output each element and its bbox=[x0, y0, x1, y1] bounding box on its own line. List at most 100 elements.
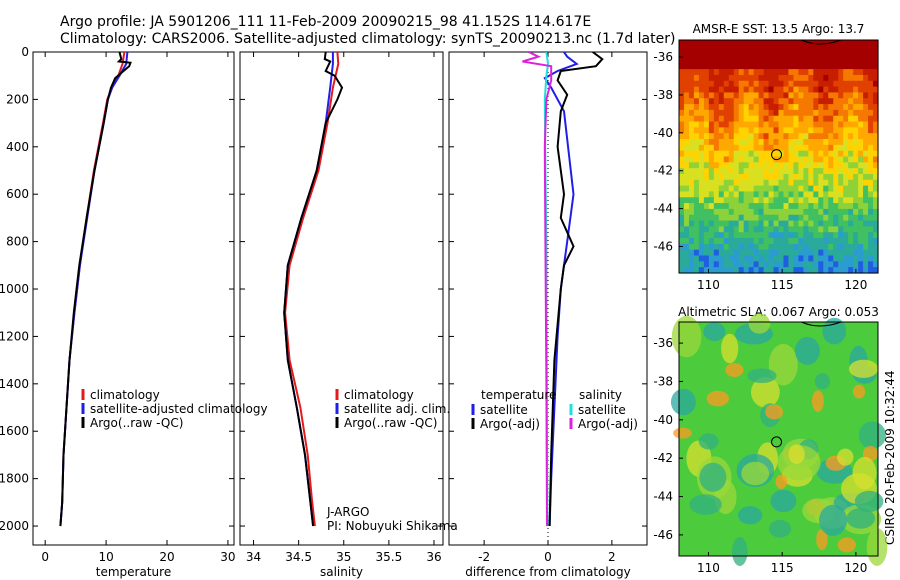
sst-cell bbox=[808, 80, 814, 88]
sst-cell bbox=[679, 214, 685, 222]
sst-cell bbox=[778, 162, 785, 169]
sst-cell bbox=[718, 162, 725, 169]
credit-jargo: J-ARGO bbox=[326, 505, 369, 519]
sst-cell bbox=[863, 185, 869, 193]
sst-cell bbox=[798, 197, 804, 204]
sst-cell bbox=[808, 238, 814, 245]
sst-cell bbox=[858, 109, 864, 117]
sst-cell bbox=[743, 226, 750, 233]
sst-cell bbox=[748, 104, 755, 111]
sst-cell bbox=[763, 173, 770, 181]
sst-cell bbox=[853, 243, 859, 251]
sst-cell bbox=[863, 121, 869, 128]
sst-cell bbox=[838, 51, 844, 59]
salinity-xtick-label: 34.5 bbox=[285, 550, 312, 564]
sst-cell bbox=[743, 173, 750, 181]
sst-cell bbox=[713, 150, 720, 158]
sst-cell bbox=[873, 109, 879, 117]
sst-cell bbox=[743, 80, 750, 88]
sst-cell bbox=[858, 261, 864, 268]
temperature-ytick-label: 2000 bbox=[0, 519, 29, 533]
sla-blob bbox=[748, 313, 771, 334]
sst-cell bbox=[688, 69, 695, 76]
sst-cell bbox=[773, 40, 780, 47]
sst-cell bbox=[813, 156, 819, 163]
sst-cell bbox=[743, 197, 750, 204]
sst-cell bbox=[828, 45, 834, 53]
sst-cell bbox=[783, 86, 790, 94]
sst-cell bbox=[753, 150, 760, 158]
sst-cell bbox=[813, 121, 819, 128]
sst-cell bbox=[858, 156, 864, 163]
sst-cell bbox=[828, 162, 834, 169]
sst-cell bbox=[863, 86, 869, 94]
sst-cell bbox=[688, 74, 695, 82]
sst-cell bbox=[843, 104, 849, 111]
sst-cell bbox=[753, 109, 760, 117]
sst-cell bbox=[723, 168, 730, 175]
sst-cell bbox=[738, 139, 745, 146]
sst-cell bbox=[823, 92, 829, 99]
sst-cell bbox=[833, 80, 839, 88]
sst-cell bbox=[853, 127, 859, 134]
sst-cell bbox=[703, 255, 710, 262]
sst-cell bbox=[808, 121, 814, 128]
sst-cell bbox=[778, 168, 785, 175]
sst-cell bbox=[863, 226, 869, 233]
sst-cell bbox=[868, 238, 874, 245]
sst-cell bbox=[708, 267, 715, 274]
sst-cell bbox=[723, 74, 730, 82]
sst-cell bbox=[873, 98, 879, 105]
sst-cell bbox=[838, 197, 844, 204]
sst-cell bbox=[708, 220, 715, 227]
sst-cell bbox=[708, 243, 715, 251]
sst-cell bbox=[858, 127, 864, 134]
sst-cell bbox=[728, 74, 735, 82]
sla-blob bbox=[698, 433, 719, 450]
sst-cell bbox=[748, 40, 755, 47]
sst-cell bbox=[703, 168, 710, 175]
sst-cell bbox=[773, 173, 780, 181]
salinity-panel: 34 34.5 35 35.5 36salinityclimatologysatelli… bbox=[239, 51, 450, 579]
sst-cell bbox=[708, 127, 715, 134]
sst-cell bbox=[838, 243, 844, 251]
sst-cell bbox=[708, 249, 715, 257]
sst-cell bbox=[863, 98, 869, 105]
sst-cell bbox=[783, 214, 790, 222]
sst-cell bbox=[808, 179, 814, 187]
sst-cell bbox=[838, 63, 844, 70]
sst-cell bbox=[873, 255, 879, 262]
sst-cell bbox=[693, 173, 700, 181]
sst-cell bbox=[688, 261, 695, 268]
sst-cell bbox=[753, 208, 760, 216]
sst-cell bbox=[798, 208, 804, 216]
sst-cell bbox=[823, 232, 829, 239]
sst-cell bbox=[773, 63, 780, 70]
sst-cell bbox=[868, 185, 874, 193]
sst-cell bbox=[833, 98, 839, 105]
sst-cell bbox=[713, 156, 720, 163]
sst-cell bbox=[773, 121, 780, 128]
sst-cell bbox=[743, 220, 750, 227]
sst-cell bbox=[818, 69, 824, 76]
sst-cell bbox=[748, 179, 755, 187]
sst-cell bbox=[743, 74, 750, 82]
sst-cell bbox=[843, 139, 849, 146]
sla-blob bbox=[765, 404, 783, 420]
sst-cell bbox=[803, 173, 809, 181]
sst-cell bbox=[823, 197, 829, 204]
sst-cell bbox=[858, 173, 864, 181]
sst-cell bbox=[843, 150, 849, 158]
sst-cell bbox=[763, 92, 770, 99]
sst-cell bbox=[833, 57, 839, 64]
salinity-frame bbox=[239, 51, 444, 546]
sst-cell bbox=[728, 255, 735, 262]
sst_map-title: AMSR-E SST: 13.5 Argo: 13.7 bbox=[693, 22, 865, 36]
sst-cell bbox=[813, 220, 819, 227]
sla-blob bbox=[741, 461, 770, 486]
sst-cell bbox=[738, 197, 745, 204]
sst-cell bbox=[823, 150, 829, 158]
sst-cell bbox=[873, 179, 879, 187]
sst-cell bbox=[728, 249, 735, 257]
sst-cell bbox=[873, 139, 879, 146]
